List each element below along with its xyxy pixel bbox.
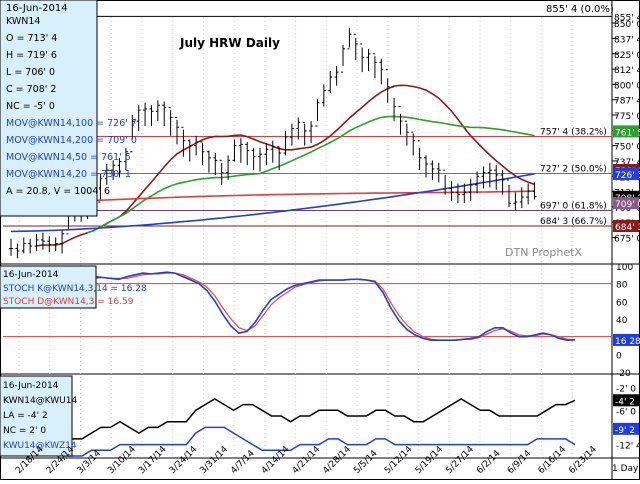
price-tick-label: 800' 0: [614, 81, 640, 91]
price-tick-label: 837' 4: [614, 35, 640, 45]
chart-title: July HRW Daily: [179, 36, 280, 50]
price-tag-label: 684' 3: [615, 223, 640, 233]
stoch-value-tag: [613, 333, 639, 346]
stoch-legend-k: STOCH K@KWN14,3,14 = 16.28: [3, 284, 147, 294]
spread-value-tag: [613, 394, 639, 407]
spread-axis-label: -6' 0: [616, 407, 636, 417]
price-tick-label: 775' 0: [614, 112, 640, 122]
info-line: NC = -5' 0: [6, 101, 55, 112]
spread-series-line: [63, 426, 576, 457]
info-line: MOV@KWN14,50 = 761' 5: [6, 152, 131, 163]
price-tick-label: 850' 0: [614, 20, 640, 30]
price-tag-bg: [613, 197, 639, 210]
price-tick-label: 675' 0: [614, 235, 640, 245]
spread-axis-label: -2' 0: [616, 384, 636, 394]
moving-average-line: [10, 173, 535, 233]
stoch-axis-label: 80: [616, 281, 628, 291]
spread-value-label: -4' 2: [615, 397, 635, 407]
date-label: 4/7/14: [229, 448, 257, 476]
date-label: 5/5/14: [352, 448, 380, 476]
stoch-axis-label: 0: [616, 351, 622, 361]
stoch-value-label: 16 28: [615, 337, 640, 347]
price-tick-label: 787' 4: [614, 97, 640, 107]
price-tick-label: 855' 4: [614, 13, 640, 23]
info-line: A = 20.8, V = 1004' 6: [6, 186, 110, 197]
spread-legend-line: KWU14@KWZ14: [3, 441, 77, 451]
price-tag-bg: [613, 125, 639, 138]
spread-legend-line: KWN14@KWU14: [3, 396, 77, 406]
price-tick-label: 737' 4: [614, 158, 640, 168]
price-tag-label: 709' 0: [615, 200, 640, 210]
info-line: O = 713' 4: [6, 33, 57, 44]
spread-axis-label: -12' 4: [616, 442, 640, 452]
watermark: DTN ProphetX: [505, 246, 582, 259]
price-tick-label: 825' 0: [614, 51, 640, 61]
stoch-k-line: [62, 271, 576, 342]
fib-level-label: 697' 0 (61.8%): [540, 202, 607, 212]
info-line: H = 719' 6: [6, 50, 57, 61]
price-tag-label: 726' 7: [615, 171, 640, 181]
spread-legend-line: LA = -4' 2: [3, 411, 48, 421]
info-date: 16-Jun-2014: [6, 3, 68, 14]
info-box: [0, 0, 98, 217]
info-lines: KWN14 O = 713' 4 H = 719' 6 L = 706' 0 C = 7…: [6, 16, 137, 197]
info-line: MOV@KWN14,100 = 726' 7: [6, 118, 137, 129]
price-tick-label: 812' 4: [614, 66, 640, 76]
stoch-legend-d: STOCH D@KWN14,3 = 16.59: [3, 297, 134, 307]
price-tag-bg: [613, 167, 639, 180]
spread-value-tag-blue: [613, 422, 639, 435]
stoch-axis-label: 40: [616, 316, 628, 326]
stoch-axis-label: -20: [616, 369, 631, 379]
spread-legend-line: NC = 2' 0: [3, 426, 46, 436]
top-right-value: 855' 4 (0.0%): [546, 4, 614, 15]
info-line: KWN14: [6, 16, 40, 27]
date-label: 6/2/14: [475, 448, 503, 476]
info-line: MOV@KWN14,200 = 709' 0: [6, 135, 137, 146]
price-tick-label: 750' 0: [614, 143, 640, 153]
price-tag-label: 761' 5: [615, 128, 640, 138]
price-tag-bg: [613, 220, 639, 233]
info-line: C = 708' 2: [6, 84, 56, 95]
date-label: 6/9/14: [506, 448, 534, 476]
spread-value-label-blue: -9' 2: [615, 426, 635, 436]
info-line: L = 706' 0: [6, 67, 55, 78]
fib-level-label: 727' 2 (50.0%): [540, 164, 607, 174]
interval-label: 1 Day: [612, 464, 639, 474]
fib-level-label: 684' 3 (66.7%): [540, 217, 607, 227]
spread-series-line: [62, 398, 576, 446]
info-line: MOV@KWN14,20 = 730' 1: [6, 169, 131, 180]
stoch-axis-label: 100: [616, 263, 633, 273]
stoch-legend-box: [0, 265, 97, 309]
spread-legend-line: 16-Jun-2014: [3, 381, 59, 391]
moving-average-line: [87, 115, 535, 234]
stoch-axis-label: 60: [616, 298, 628, 308]
fib-level-label: 757' 4 (38.2%): [540, 127, 607, 137]
stoch-legend-date: 16-Jun-2014: [3, 270, 59, 280]
date-label: 3/3/14: [76, 448, 104, 476]
moving-average-line: [10, 190, 535, 206]
spread-legend-box: [0, 375, 73, 457]
